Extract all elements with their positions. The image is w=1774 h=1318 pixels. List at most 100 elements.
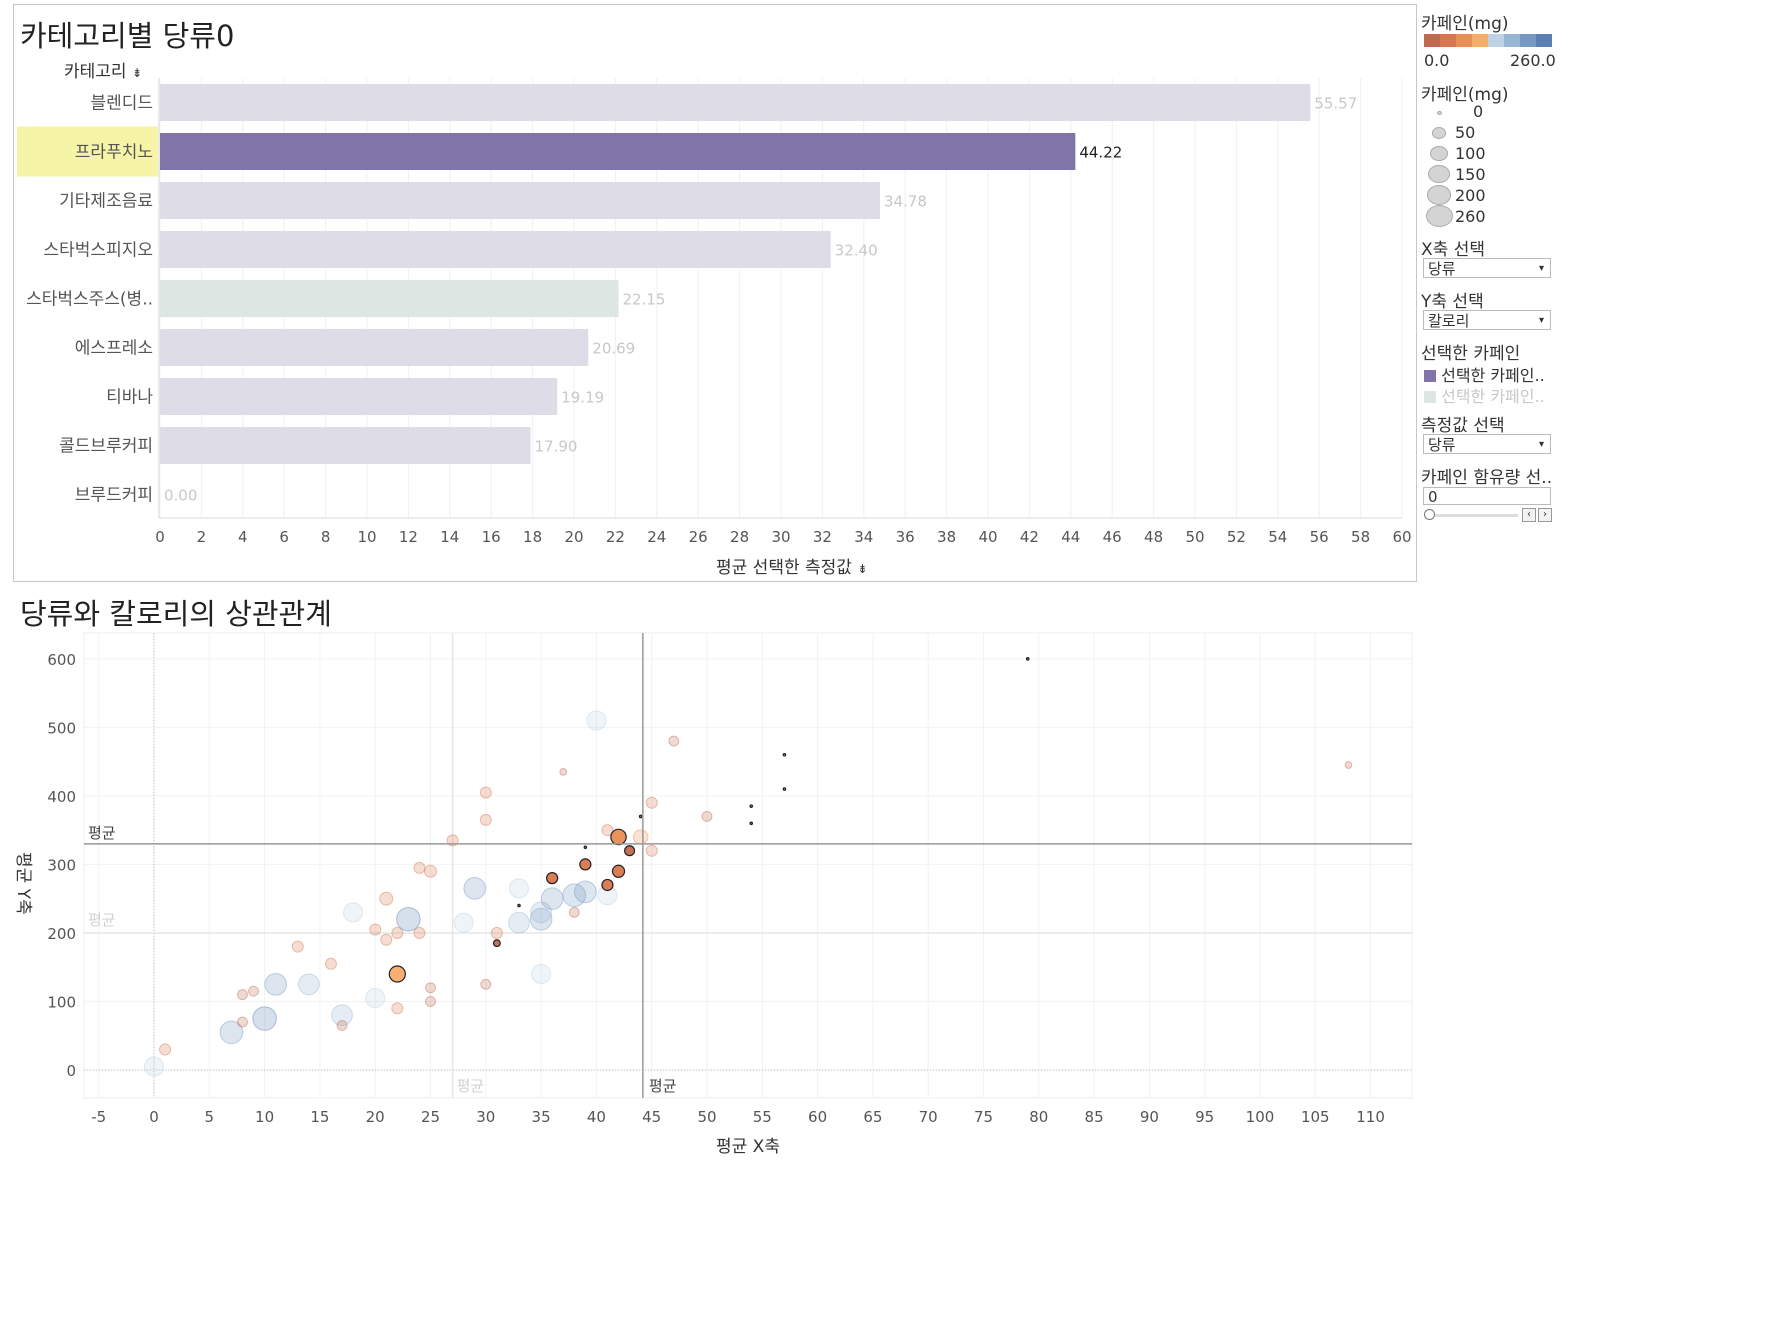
x-tick-label: 54 [1268,528,1287,546]
x-tick-label: 50 [697,1108,716,1126]
x-tick-label: 20 [366,1108,385,1126]
size-legend-item[interactable]: 100 [1421,144,1561,165]
scatter-point-selected [583,845,588,850]
x-tick-label: 38 [937,528,956,546]
measure-select-label: 측정값 선택 [1421,416,1505,436]
chevron-down-icon: ▾ [1538,263,1544,274]
scatter-point [331,1004,353,1027]
x-axis-select[interactable]: 당류 ▾ [1423,258,1551,278]
scatter-point [252,1006,277,1031]
x-tick-label: 36 [896,528,915,546]
scatter-point [490,926,503,939]
scatter-point [291,940,304,953]
x-tick-label: 45 [642,1108,661,1126]
scatter-point [343,902,364,923]
selected-caffeine-item-1[interactable]: 선택한 카페인.. [1424,383,1545,407]
selected-caffeine-title: 선택한 카페인 [1421,344,1521,364]
scatter-point [336,1020,348,1031]
color-legend-max: 260.0 [1510,51,1556,70]
caffeine-slider[interactable]: ‹ › [1424,508,1552,522]
plot-area [83,632,1413,1099]
ref-line-y-label: 평균 [88,824,116,842]
x-tick-label: 24 [647,528,666,546]
y-axis-select[interactable]: 칼로리 ▾ [1423,310,1551,330]
selected-caffeine-item-0[interactable]: 선택한 카페인.. [1424,362,1545,386]
x-tick-label: 50 [1185,528,1204,546]
caffeine-amount-label: 카페인 함유량 선.. [1421,468,1553,488]
size-legend-item[interactable]: 200 [1421,184,1561,207]
scatter-point [508,878,530,899]
measure-select-value: 당류 [1428,436,1456,454]
scatter-point [601,824,614,837]
measure-select[interactable]: 당류 ▾ [1423,434,1551,454]
x-tick-label: 46 [1103,528,1122,546]
scatter-point [529,907,553,931]
size-legend-item[interactable]: 150 [1421,165,1561,186]
x-tick-label: 26 [689,528,708,546]
category-label: 블렌디드 [90,94,153,114]
x-tick-label: 4 [238,528,248,546]
category-label: 티바나 [106,388,153,408]
color-swatch [1536,34,1552,47]
x-tick-label: 34 [854,528,873,546]
ref-line-x-faint-label: 평균 [457,1077,485,1095]
x-tick-label: 65 [863,1108,882,1126]
y-tick-label: 500 [47,719,76,737]
bar [160,378,558,415]
x-tick-label: 10 [255,1108,274,1126]
caffeine-amount-input[interactable]: 0 [1423,487,1551,506]
bar [160,280,619,317]
slider-track [1430,514,1518,517]
bar-value-label: 19.19 [561,389,604,407]
bar [160,182,880,219]
slider-prev-button[interactable]: ‹ [1522,508,1536,522]
bar-value-label: 55.57 [1314,95,1357,113]
slider-handle[interactable] [1424,509,1435,520]
category-header[interactable]: 카테고리 ⇟ [64,57,142,82]
x-tick-label: 90 [1140,1108,1159,1126]
x-tick-label: 30 [476,1108,495,1126]
x-tick-label: -5 [91,1108,106,1126]
size-legend-item[interactable]: 260 [1421,204,1561,228]
size-legend-circle [1429,145,1449,161]
color-swatch [1472,34,1488,47]
color-swatch [1488,34,1504,47]
size-legend-circle [1431,126,1447,139]
x-tick-label: 85 [1085,1108,1104,1126]
x-tick-label: 20 [564,528,583,546]
color-swatch [1504,34,1520,47]
color-swatch [1456,34,1472,47]
color-legend-ramp[interactable] [1424,34,1552,47]
category-label: 스타벅스주스(병.. [26,290,153,310]
x-tick-label: 8 [321,528,331,546]
x-tick-label: 48 [1144,528,1163,546]
x-tick-label: 0 [149,1108,159,1126]
chevron-down-icon: ▾ [1538,439,1544,450]
size-legend-label: 200 [1455,186,1486,205]
x-tick-label: 55 [753,1108,772,1126]
scatter-point [391,1002,404,1015]
scatter-point [645,796,658,809]
scatter-point [632,829,649,845]
scatter-point-selected [624,845,636,857]
scatter-point-selected [782,752,787,757]
size-legend-item[interactable]: 0 [1421,102,1561,123]
sort-icon[interactable]: ⇟ [131,66,143,80]
x-tick-label: 75 [974,1108,993,1126]
x-tick-label: 95 [1195,1108,1214,1126]
x-tick-label: 14 [440,528,459,546]
scatter-point [423,864,438,878]
x-tick-label: 110 [1356,1108,1385,1126]
sort-icon[interactable]: ⇟ [857,562,868,576]
slider-next-button[interactable]: › [1538,508,1552,522]
bottom-x-axis-title: 평균 X축 [716,1137,780,1157]
size-legend-item[interactable]: 50 [1421,123,1561,144]
category-label: 프라푸치노 [75,143,153,163]
size-legend-title: 카페인(mg) [1421,85,1509,105]
x-tick-label: 5 [205,1108,215,1126]
size-legend-label: 150 [1455,165,1486,184]
x-tick-label: 52 [1227,528,1246,546]
color-swatch [1424,34,1440,47]
scatter-point [391,926,404,939]
color-legend-title: 카페인(mg) [1421,14,1509,34]
